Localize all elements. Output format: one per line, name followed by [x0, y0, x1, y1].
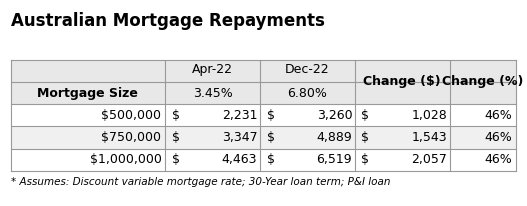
Text: 2,057: 2,057: [411, 153, 447, 166]
Text: 4,889: 4,889: [316, 131, 352, 144]
Text: 4,463: 4,463: [222, 153, 257, 166]
Text: 3.45%: 3.45%: [193, 87, 232, 100]
Text: $: $: [362, 131, 369, 144]
Text: $500,000: $500,000: [101, 109, 161, 122]
Text: $: $: [172, 153, 180, 166]
Text: $: $: [362, 153, 369, 166]
Text: $: $: [172, 131, 180, 144]
Text: Change ($): Change ($): [364, 75, 441, 89]
Text: 46%: 46%: [484, 131, 512, 144]
Text: 1,543: 1,543: [412, 131, 447, 144]
Text: $750,000: $750,000: [101, 131, 161, 144]
Text: $: $: [267, 109, 275, 122]
Text: 3,260: 3,260: [317, 109, 352, 122]
Text: Australian Mortgage Repayments: Australian Mortgage Repayments: [11, 12, 325, 30]
Text: Dec-22: Dec-22: [285, 63, 330, 76]
Text: 6,519: 6,519: [317, 153, 352, 166]
Text: Change (%): Change (%): [442, 75, 524, 89]
Text: 1,028: 1,028: [411, 109, 447, 122]
Text: Mortgage Size: Mortgage Size: [37, 87, 138, 100]
Text: $: $: [172, 109, 180, 122]
Text: * Assumes: Discount variable mortgage rate; 30-Year loan term; P&I loan: * Assumes: Discount variable mortgage ra…: [11, 177, 390, 187]
Text: Apr-22: Apr-22: [192, 63, 233, 76]
Text: 46%: 46%: [484, 109, 512, 122]
Text: $: $: [267, 131, 275, 144]
Text: 2,231: 2,231: [222, 109, 257, 122]
Text: $1,000,000: $1,000,000: [90, 153, 161, 166]
Text: 6.80%: 6.80%: [288, 87, 327, 100]
Text: $: $: [362, 109, 369, 122]
Text: $: $: [267, 153, 275, 166]
Text: 3,347: 3,347: [222, 131, 257, 144]
Text: 46%: 46%: [484, 153, 512, 166]
